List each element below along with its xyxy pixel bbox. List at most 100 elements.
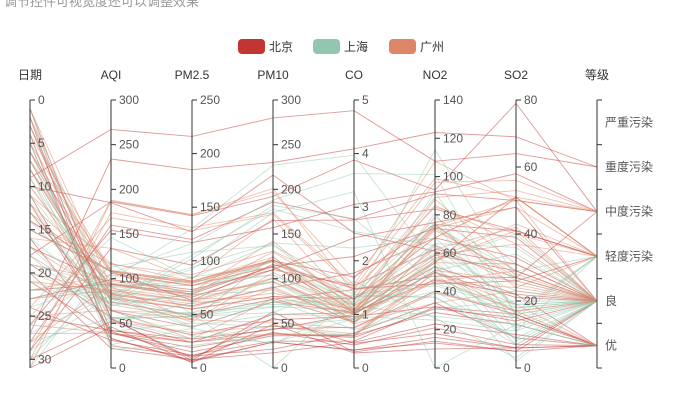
tick-label: 0 [524, 361, 531, 375]
tick-label: 2 [362, 254, 369, 268]
series-line-广州 [29, 179, 598, 308]
axis-name: 日期 [18, 68, 42, 82]
tick-label: 150 [281, 227, 301, 241]
series-line-北京 [29, 266, 598, 347]
series-line-广州 [29, 292, 598, 329]
tick-label: 中度污染 [605, 204, 653, 219]
series-line-北京 [29, 281, 598, 353]
axis-name: PM10 [257, 68, 289, 82]
series-line-广州 [29, 216, 598, 343]
tick-label: 60 [524, 160, 538, 174]
tick-label: 140 [443, 93, 463, 107]
tick-label: 150 [119, 227, 139, 241]
axis-name: NO2 [423, 68, 448, 82]
legend-label: 广州 [420, 40, 444, 54]
series-line-广州 [29, 206, 598, 311]
series-line-广州 [29, 151, 598, 300]
tick-label: 50 [200, 307, 214, 321]
legend-swatch [238, 39, 265, 54]
legend-label: 上海 [344, 39, 368, 54]
legend-swatch [313, 39, 340, 54]
tick-label: 3 [362, 200, 369, 214]
tick-label: 重度污染 [605, 159, 653, 174]
tick-label: 0 [443, 361, 450, 375]
tick-label: 100 [443, 170, 463, 184]
tick-label: 1 [362, 307, 369, 321]
chart-title: 调节控件可视宽度还可以调整效果 [4, 0, 200, 9]
series-line-广州 [29, 262, 598, 323]
series-line-广州 [29, 199, 598, 302]
series-line-广州 [29, 168, 598, 323]
tick-label: 80 [524, 93, 538, 107]
axis-name: SO2 [504, 68, 528, 82]
series-line-北京 [29, 174, 598, 279]
axis-name: PM2.5 [175, 68, 210, 82]
legend-item-广州[interactable]: 广州 [389, 39, 444, 54]
tick-label: 严重污染 [605, 114, 653, 129]
series-line-广州 [29, 271, 598, 347]
axis-name: 等级 [585, 68, 609, 82]
series-line-北京 [29, 110, 598, 179]
tick-label: 150 [200, 200, 220, 214]
tick-label: 200 [119, 182, 139, 196]
tick-label: 200 [281, 182, 301, 196]
tick-label: 250 [200, 93, 220, 107]
tick-label: 200 [200, 147, 220, 161]
tick-label: 0 [362, 361, 369, 375]
legend-swatch [389, 39, 416, 54]
tick-label: 120 [443, 131, 463, 145]
tick-label: 优 [605, 339, 617, 353]
axes: 日期051015202530AQI050100150200250300PM2.5… [18, 68, 653, 375]
tick-label: 0 [119, 361, 126, 375]
tick-label: 25 [38, 309, 52, 323]
series-line-北京 [29, 263, 598, 336]
tick-label: 轻度污染 [605, 248, 653, 263]
tick-label: 50 [281, 316, 295, 330]
series-line-广州 [29, 243, 598, 323]
tick-label: 40 [524, 227, 538, 241]
tick-label: 100 [119, 272, 139, 286]
series-line-广州 [29, 244, 598, 323]
tick-label: 100 [200, 254, 220, 268]
tick-label: 5 [362, 93, 369, 107]
tick-label: 0 [200, 361, 207, 375]
legend-label: 北京 [269, 40, 293, 54]
series-line-北京 [29, 168, 598, 310]
series-line-广州 [29, 160, 598, 360]
series-line-上海 [29, 186, 598, 313]
series-line-上海 [29, 221, 598, 369]
tick-label: 0 [281, 361, 288, 375]
legend-item-北京[interactable]: 北京 [238, 39, 293, 54]
legend-item-上海[interactable]: 上海 [313, 39, 368, 54]
tick-label: 300 [119, 93, 139, 107]
series-line-上海 [29, 148, 598, 303]
tick-label: 300 [281, 93, 301, 107]
tick-label: 0 [38, 93, 45, 107]
tick-label: 60 [443, 246, 457, 260]
legend[interactable]: 北京 上海 广州 [238, 39, 444, 54]
axis-name: AQI [101, 68, 122, 82]
tick-label: 5 [38, 136, 45, 150]
series-line-上海 [29, 212, 598, 306]
series-line-上海 [29, 237, 598, 309]
series-line-北京 [29, 173, 598, 326]
tick-label: 50 [119, 316, 133, 330]
series-line-北京 [29, 193, 598, 343]
tick-label: 良 [605, 293, 617, 308]
tick-label: 30 [38, 352, 52, 366]
series-line-广州 [29, 218, 598, 307]
tick-label: 15 [38, 223, 52, 237]
series-line-广州 [29, 177, 598, 335]
tick-label: 10 [38, 179, 52, 193]
tick-label: 250 [119, 138, 139, 152]
tick-label: 250 [281, 138, 301, 152]
series-line-上海 [29, 108, 598, 347]
axis-name: CO [345, 68, 363, 82]
tick-label: 20 [443, 323, 457, 337]
series-line-上海 [29, 281, 597, 331]
series-line-广州 [29, 187, 598, 369]
series-line-北京 [29, 102, 598, 256]
series-line-北京 [29, 323, 598, 369]
series-line-上海 [29, 245, 598, 326]
